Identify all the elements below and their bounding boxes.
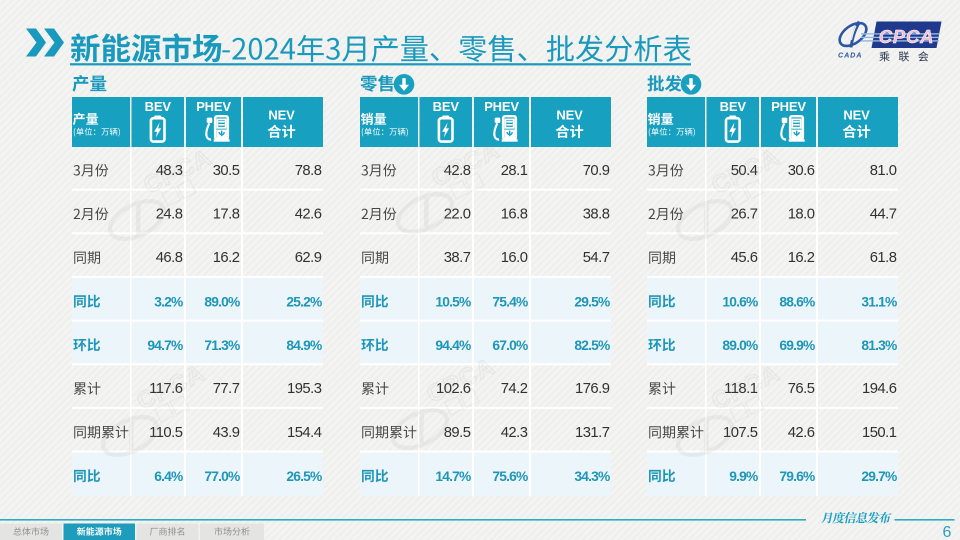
svg-text:NEV: NEV	[556, 108, 583, 123]
svg-text:PHEV: PHEV	[196, 99, 231, 114]
svg-text:45.6: 45.6	[731, 250, 758, 266]
svg-text:89.0%: 89.0%	[204, 294, 240, 309]
svg-text:BEV: BEV	[433, 99, 460, 114]
svg-text:CPCA: CPCA	[879, 26, 935, 47]
svg-text:94.7%: 94.7%	[147, 338, 183, 353]
svg-text:34.3%: 34.3%	[574, 469, 610, 484]
svg-text:89.5: 89.5	[444, 425, 471, 441]
svg-text:16.0: 16.0	[501, 250, 528, 266]
svg-text:30.5: 30.5	[213, 163, 240, 179]
svg-text:150.1: 150.1	[862, 425, 897, 441]
svg-text:71.3%: 71.3%	[204, 338, 240, 353]
svg-text:NEV: NEV	[268, 108, 295, 123]
svg-text:38.8: 38.8	[583, 207, 610, 223]
svg-text:29.5%: 29.5%	[574, 294, 610, 309]
svg-text:67.0%: 67.0%	[492, 338, 528, 353]
svg-text:75.6%: 75.6%	[492, 469, 528, 484]
svg-text:16.8: 16.8	[501, 207, 528, 223]
svg-text:10.5%: 10.5%	[435, 294, 471, 309]
svg-text:74.2: 74.2	[501, 381, 528, 397]
svg-text:31.1%: 31.1%	[861, 294, 897, 309]
svg-text:82.5%: 82.5%	[574, 338, 610, 353]
svg-text:62.9: 62.9	[295, 250, 322, 266]
svg-text:154.4: 154.4	[287, 425, 322, 441]
svg-text:16.2: 16.2	[788, 250, 815, 266]
svg-text:42.6: 42.6	[295, 207, 322, 223]
svg-text:42.3: 42.3	[501, 425, 528, 441]
svg-text:6: 6	[943, 524, 952, 540]
svg-text:16.2: 16.2	[213, 250, 240, 266]
svg-text:9.9%: 9.9%	[729, 469, 758, 484]
svg-text:BEV: BEV	[145, 99, 172, 114]
svg-text:43.9: 43.9	[213, 425, 240, 441]
svg-text:CADA: CADA	[838, 51, 862, 60]
svg-text:17.8: 17.8	[213, 207, 240, 223]
svg-text:6.4%: 6.4%	[154, 469, 183, 484]
svg-text:54.7: 54.7	[583, 250, 610, 266]
svg-text:131.7: 131.7	[575, 425, 610, 441]
svg-text:61.8: 61.8	[870, 250, 897, 266]
svg-text:81.0: 81.0	[870, 163, 897, 179]
svg-text:79.6%: 79.6%	[779, 469, 815, 484]
svg-text:38.7: 38.7	[444, 250, 471, 266]
svg-text:30.6: 30.6	[788, 163, 815, 179]
svg-text:89.0%: 89.0%	[722, 338, 758, 353]
svg-text:NEV: NEV	[843, 108, 870, 123]
svg-text:81.3%: 81.3%	[861, 338, 897, 353]
svg-text:46.8: 46.8	[156, 250, 183, 266]
svg-text:28.1: 28.1	[501, 163, 528, 179]
svg-text:78.8: 78.8	[295, 163, 322, 179]
svg-text:PHEV: PHEV	[484, 99, 519, 114]
svg-text:176.9: 176.9	[575, 381, 610, 397]
svg-text:BEV: BEV	[720, 99, 747, 114]
svg-text:3.2%: 3.2%	[154, 294, 183, 309]
svg-text:69.9%: 69.9%	[779, 338, 815, 353]
svg-text:70.9: 70.9	[583, 163, 610, 179]
svg-text:29.7%: 29.7%	[861, 469, 897, 484]
svg-text:26.5%: 26.5%	[286, 469, 322, 484]
svg-text:77.7: 77.7	[213, 381, 240, 397]
svg-text:25.2%: 25.2%	[286, 294, 322, 309]
svg-text:75.4%: 75.4%	[492, 294, 528, 309]
svg-text:77.0%: 77.0%	[204, 469, 240, 484]
svg-text:76.5: 76.5	[788, 381, 815, 397]
svg-text:18.0: 18.0	[788, 207, 815, 223]
svg-text:42.6: 42.6	[788, 425, 815, 441]
svg-text:194.6: 194.6	[862, 381, 897, 397]
svg-text:94.4%: 94.4%	[435, 338, 471, 353]
svg-text:44.7: 44.7	[870, 207, 897, 223]
svg-text:10.6%: 10.6%	[722, 294, 758, 309]
svg-text:PHEV: PHEV	[771, 99, 806, 114]
svg-text:26.7: 26.7	[731, 207, 758, 223]
svg-text:88.6%: 88.6%	[779, 294, 815, 309]
svg-text:195.3: 195.3	[287, 381, 322, 397]
svg-text:14.7%: 14.7%	[435, 469, 471, 484]
svg-text:84.9%: 84.9%	[286, 338, 322, 353]
